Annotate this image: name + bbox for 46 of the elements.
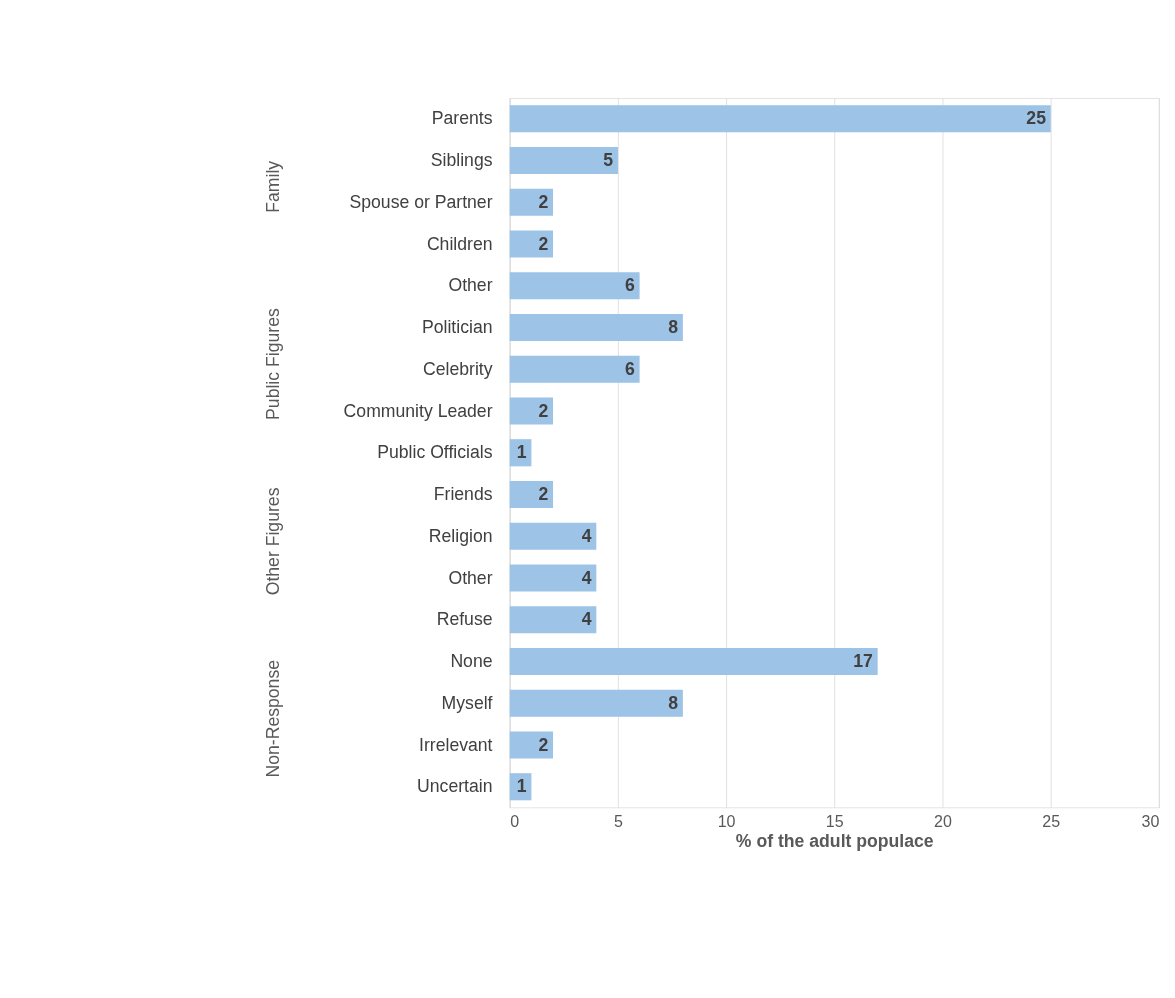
text: Public Figures <box>262 308 283 420</box>
y-tick-label: Irrelevant <box>419 734 493 755</box>
y-tick-label: Uncertain <box>417 776 493 797</box>
data-label: 2 <box>538 191 549 212</box>
data-label: 2 <box>538 233 549 254</box>
data-label: 25 <box>1026 108 1047 129</box>
data-label: 1 <box>516 776 527 797</box>
y-tick-label: Celebrity <box>422 358 493 379</box>
x-tick-label: 20 <box>934 812 952 831</box>
data-label: 8 <box>668 317 679 338</box>
data-label: 4 <box>581 567 592 588</box>
x-tick-label: 25 <box>1042 812 1061 831</box>
text: Other Figures <box>262 487 283 596</box>
y-tick-label: Public Officials <box>377 442 493 463</box>
y-tick-label: None <box>450 651 493 672</box>
y-tick-label: Friends <box>433 484 493 505</box>
data-label: 5 <box>603 150 614 171</box>
data-label: 2 <box>538 400 549 421</box>
data-label: 2 <box>538 484 549 505</box>
x-axis-title: % of the adult populace <box>735 831 934 852</box>
x-tick-label: 10 <box>717 812 736 831</box>
data-label: 8 <box>668 692 679 713</box>
y-tick-label: Politician <box>421 317 493 338</box>
x-tick-label: 15 <box>825 812 844 831</box>
data-label: 4 <box>581 609 592 630</box>
data-label: 2 <box>538 734 549 755</box>
y-tick-label: Other <box>448 275 493 296</box>
y-tick-label: Children <box>426 233 493 254</box>
x-tick-label: 30 <box>1141 812 1160 831</box>
y-tick-label: Other <box>448 567 493 588</box>
y-tick-label: Siblings <box>430 150 493 171</box>
data-label: 4 <box>581 525 592 546</box>
data-label: 1 <box>516 442 527 463</box>
text: Non-Response <box>262 659 283 778</box>
x-tick-label: 5 <box>613 812 623 831</box>
data-label: 6 <box>624 275 635 296</box>
data-label: 6 <box>624 358 635 379</box>
y-tick-label: Religion <box>428 525 493 546</box>
y-tick-label: Community Leader <box>343 400 493 421</box>
x-tick-label: 0 <box>510 812 520 831</box>
y-tick-label: Refuse <box>436 609 493 630</box>
y-tick-label: Myself <box>441 692 493 713</box>
y-tick-label: Parents <box>431 108 493 129</box>
data-label: 17 <box>853 651 874 672</box>
text: Family <box>262 160 283 213</box>
y-tick-label: Spouse or Partner <box>349 191 493 212</box>
